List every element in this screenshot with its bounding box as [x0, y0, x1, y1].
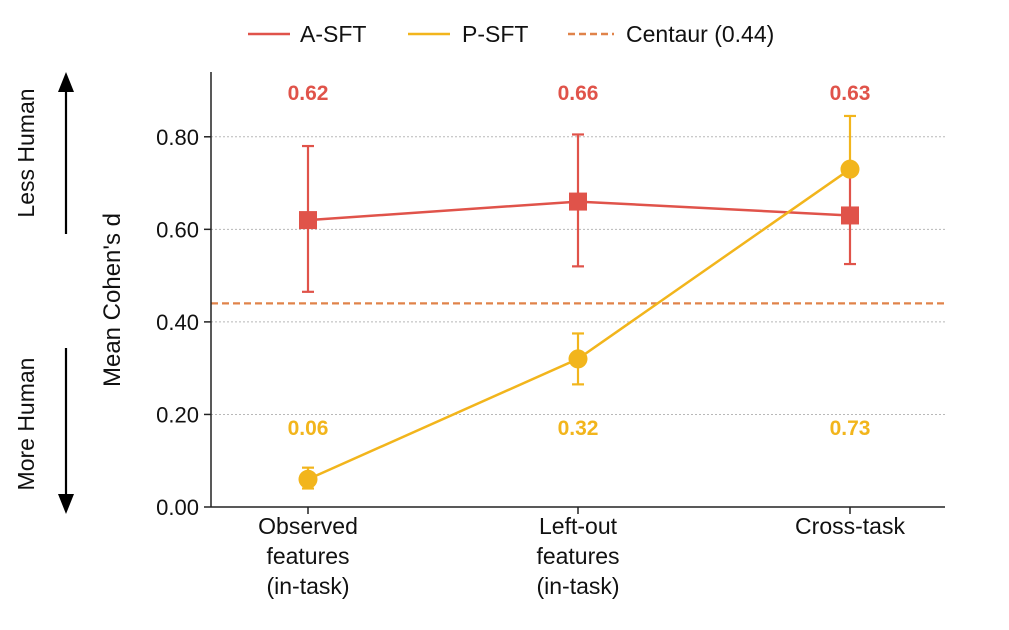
x-tick-label: Left-out features (in-task) [536, 513, 619, 599]
data-label-a-sft: 0.62 [288, 82, 329, 105]
data-point-p-sft [840, 159, 860, 179]
legend-label-a-sft: A-SFT [300, 21, 366, 47]
more-human-label: More Human [13, 358, 39, 491]
more-human-annotation: More Human [13, 348, 74, 514]
data-label-a-sft: 0.63 [830, 82, 871, 105]
less-human-label: Less Human [13, 88, 39, 217]
x-tick-label-line: Observed [258, 513, 358, 539]
x-tick-label: Cross-task [795, 513, 905, 539]
data-point-a-sft [299, 211, 317, 230]
legend-label-centaur: Centaur (0.44) [626, 21, 774, 47]
x-tick-label-line: features [536, 543, 619, 569]
series-a-sft [299, 133, 859, 293]
y-tick-label: 0.80 [156, 125, 199, 150]
legend-label-p-sft: P-SFT [462, 21, 528, 47]
x-tick-label-line: Left-out [539, 513, 618, 539]
data-point-p-sft [298, 469, 318, 489]
data-point-p-sft [568, 349, 588, 369]
down-arrowhead-icon [58, 494, 74, 514]
axes: 0.00 0.20 0.40 0.60 0.80 Observed features (in-… [156, 72, 945, 599]
y-axis-label: Mean Cohen's d [99, 213, 126, 387]
x-tick-label-line: (in-task) [536, 573, 619, 599]
series-p-sft [298, 114, 860, 490]
data-point-a-sft [841, 206, 859, 225]
y-tick-label: 0.20 [156, 402, 199, 427]
y-tick-label: 0.40 [156, 310, 199, 335]
x-tick-label-line: (in-task) [266, 573, 349, 599]
y-tick-label: 0.60 [156, 217, 199, 242]
x-tick-label-line: Cross-task [795, 513, 905, 539]
data-label-a-sft: 0.66 [558, 82, 599, 105]
y-tick-label: 0.00 [156, 495, 199, 520]
data-point-a-sft [569, 192, 587, 211]
data-label-p-sft: 0.06 [288, 417, 329, 440]
legend: A-SFT P-SFT Centaur (0.44) [248, 21, 774, 47]
series-group [298, 114, 860, 490]
data-labels: 0.62 0.66 0.63 0.06 0.32 0.73 [288, 82, 871, 440]
data-label-p-sft: 0.73 [830, 417, 871, 440]
x-tick-label-line: features [266, 543, 349, 569]
x-tick-label: Observed features (in-task) [258, 513, 358, 599]
up-arrowhead-icon [58, 72, 74, 92]
data-label-p-sft: 0.32 [558, 417, 599, 440]
less-human-annotation: Less Human [13, 72, 74, 234]
